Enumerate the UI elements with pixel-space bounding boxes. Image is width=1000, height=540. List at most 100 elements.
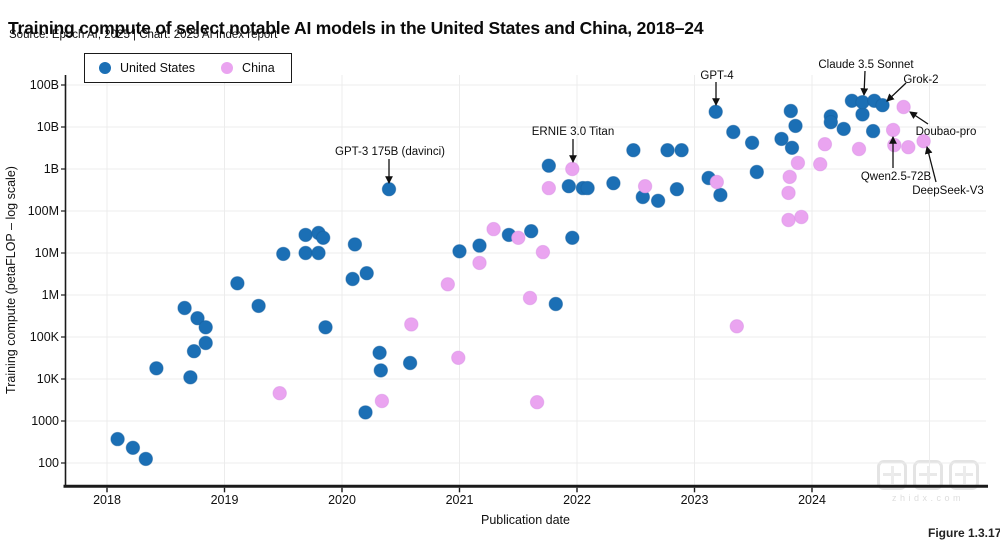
y-tick-label: 1000 (31, 414, 59, 428)
chart-title: Training compute of select notable AI mo… (8, 17, 704, 38)
annotation-arrow (924, 145, 937, 183)
annotation-arrow (886, 82, 907, 102)
data-point (347, 237, 363, 252)
axis-tick-labels: 2018 2019 2020 2021 2022 2023 2024 100 1000 10K 10… (28, 78, 826, 507)
y-tick-label: 100 (38, 456, 59, 470)
data-points (110, 93, 931, 467)
y-tick-label: 10B (37, 120, 59, 134)
data-point (580, 180, 595, 196)
y-tick-label: 100B (30, 78, 59, 92)
annotations: GPT-3 175B (davinci) ERNIE 3.0 Titan GPT-4… (335, 59, 984, 197)
data-point (110, 431, 125, 447)
y-tick-label: 100M (28, 204, 59, 218)
data-point (358, 405, 373, 420)
annotation-arrow (860, 70, 869, 97)
y-tick-label: 10K (37, 372, 60, 386)
data-point (669, 182, 685, 197)
legend-item-united-states: United States (99, 61, 195, 75)
data-point (674, 143, 689, 158)
x-axis-title: Publication date (481, 513, 570, 527)
data-point (452, 244, 467, 259)
data-point (311, 245, 326, 261)
data-point (486, 221, 501, 237)
y-tick-label: 100K (30, 330, 60, 344)
annotation-arrow (909, 111, 929, 125)
data-point (783, 103, 798, 119)
data-point (190, 311, 205, 326)
data-point (440, 277, 455, 292)
legend-label-china: China (242, 61, 275, 75)
x-tick-label: 2024 (798, 493, 826, 507)
annotation-ernie-3-0-titan: ERNIE 3.0 Titan (532, 126, 614, 164)
data-point (865, 123, 881, 139)
data-point (522, 290, 538, 306)
data-point (318, 320, 333, 335)
legend: United States China (84, 53, 292, 83)
data-point (813, 157, 828, 172)
data-point (230, 276, 245, 291)
annotation-gpt-4: GPT-4 (700, 70, 734, 107)
data-point (541, 158, 556, 173)
annotation-deepseek-v3: DeepSeek-V3 (912, 145, 984, 197)
data-point (855, 95, 870, 110)
data-point (794, 209, 809, 225)
data-point (901, 140, 916, 155)
axis-titles: Publication date Training compute (petaFL… (4, 166, 570, 527)
data-point (709, 174, 724, 190)
annotation-label: GPT-4 (700, 70, 734, 82)
data-point (472, 255, 487, 271)
data-point (541, 180, 556, 196)
data-point (298, 245, 313, 261)
data-point (251, 298, 266, 314)
x-tick-label: 2018 (93, 493, 121, 507)
data-point (404, 317, 419, 332)
x-tick-label: 2020 (328, 493, 356, 507)
data-point (565, 161, 580, 177)
data-point (782, 169, 797, 185)
legend-item-china: China (221, 61, 275, 75)
figure-number: Figure 1.3.17 (928, 526, 1000, 540)
y-tick-label: 10M (35, 246, 59, 260)
data-point (529, 395, 545, 410)
data-point (373, 363, 388, 378)
watermark-caption: zhidx.com (891, 493, 964, 503)
data-point (451, 350, 466, 365)
annotation-claude-3-5-sonnet: Claude 3.5 Sonnet (818, 59, 914, 97)
annotation-label: Claude 3.5 Sonnet (818, 59, 914, 71)
data-point (565, 230, 580, 246)
annotation-doubao-pro: Doubao-pro (909, 111, 976, 138)
data-point (626, 143, 641, 158)
data-point (186, 344, 202, 359)
legend-label-united-states: United States (120, 61, 196, 75)
annotation-label: Qwen2.5-72B (861, 171, 932, 183)
data-point (276, 246, 291, 262)
data-point (524, 224, 539, 239)
data-point (823, 115, 838, 130)
annotation-gpt-3-175b-davinci-: GPT-3 175B (davinci) (335, 146, 445, 185)
annotation-qwen2-5-72b: Qwen2.5-72B (861, 135, 932, 183)
data-point (316, 230, 331, 246)
data-point (887, 137, 902, 153)
x-tick-label: 2022 (563, 493, 591, 507)
data-point (650, 193, 666, 209)
data-point (183, 370, 198, 385)
data-point (402, 355, 418, 371)
data-point (177, 300, 192, 316)
x-tick-label: 2023 (681, 493, 709, 507)
y-axis-title: Training compute (petaFLOP – log scale) (4, 166, 18, 394)
data-point (372, 345, 387, 360)
data-point (781, 185, 796, 201)
series-united-states (110, 93, 890, 467)
data-point (916, 134, 931, 149)
x-tick-label: 2021 (446, 493, 474, 507)
data-point (788, 118, 803, 134)
gridlines (65, 75, 986, 486)
data-point (784, 140, 800, 156)
data-point (851, 141, 867, 157)
data-point (125, 440, 141, 455)
data-point (774, 131, 789, 147)
y-tick-label: 1B (44, 162, 59, 176)
annotation-label: DeepSeek-V3 (912, 185, 984, 197)
